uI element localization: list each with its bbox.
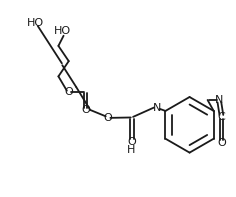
Text: O: O xyxy=(127,137,136,147)
Text: O: O xyxy=(81,105,90,115)
Text: C: C xyxy=(218,112,225,122)
Text: HO: HO xyxy=(54,26,71,36)
Text: H: H xyxy=(126,145,135,154)
Text: HO: HO xyxy=(27,18,44,28)
Text: O: O xyxy=(104,113,112,123)
Text: N: N xyxy=(153,103,161,113)
Text: O: O xyxy=(217,138,226,148)
Text: O: O xyxy=(64,87,73,97)
Text: N: N xyxy=(215,95,223,105)
